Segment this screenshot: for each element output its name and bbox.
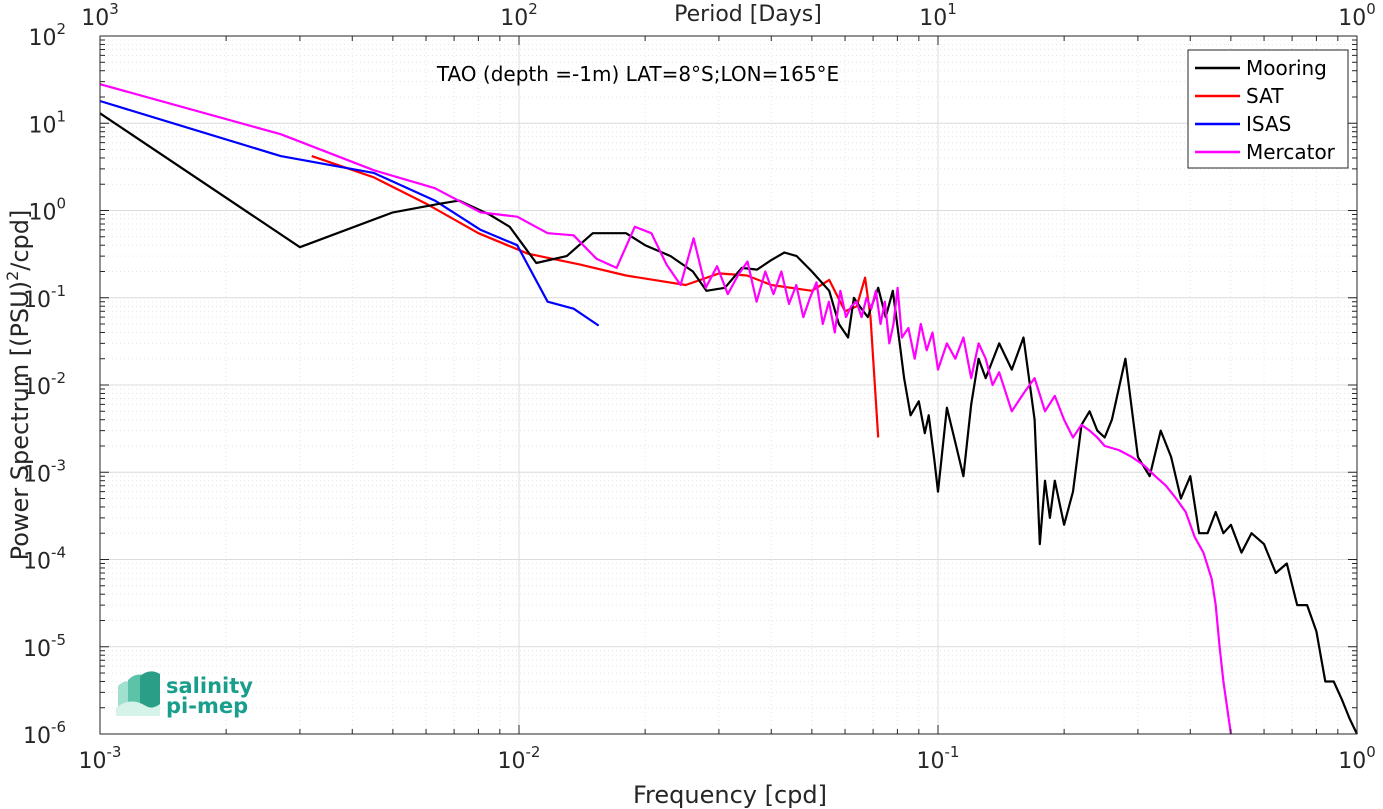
y-tick-label-base: 10 <box>23 375 51 400</box>
y-tick-label-exp: -6 <box>51 718 66 736</box>
x-tick-label-base: 10 <box>917 749 945 774</box>
y-tick-label-base: 10 <box>28 201 56 226</box>
x2-tick-label-base: 10 <box>81 6 109 31</box>
series-line-mercator <box>99 83 1232 735</box>
y-tick-label-exp: 1 <box>56 107 66 125</box>
minor-grid <box>100 36 1357 734</box>
x-tick-label: 10-1 <box>917 743 960 774</box>
x2-tick-label: 100 <box>1338 0 1376 31</box>
y-tick-label-base: 10 <box>23 550 51 575</box>
y-tick-label: 102 <box>28 20 66 51</box>
y-tick-label-base: 10 <box>23 288 51 313</box>
legend-label-sat: SAT <box>1246 84 1284 108</box>
y-tick-label-exp: 0 <box>56 195 66 213</box>
y-axis-label-tail: /cpd] <box>6 210 34 271</box>
y-tick-label-exp: 2 <box>56 20 66 38</box>
y-axis-label: Power Spectrum [(PSU)2/cpd] <box>3 210 34 561</box>
series-line-isas <box>99 99 600 327</box>
legend-box <box>1187 49 1349 169</box>
x-tick-label-exp: -3 <box>107 743 122 761</box>
y-tick-label: 101 <box>28 107 66 138</box>
wave-logo-icon <box>116 671 160 716</box>
y-tick-label: 10-4 <box>23 544 66 575</box>
x2-tick-label-exp: 1 <box>947 0 957 18</box>
x-tick-label-exp: -2 <box>526 743 541 761</box>
x-tick-label-base: 10 <box>1338 749 1366 774</box>
y-tick-label-base: 10 <box>23 724 51 749</box>
y-tick-label: 10-5 <box>23 631 66 662</box>
y-tick-label-exp: -5 <box>51 631 66 649</box>
y-tick-label-exp: -1 <box>51 282 66 300</box>
chart-title: TAO (depth =-1m) LAT=8°S;LON=165°E <box>436 62 839 86</box>
y-tick-label: 100 <box>28 195 66 226</box>
x2-tick-label-base: 10 <box>919 6 947 31</box>
x2-tick-label: 102 <box>500 0 538 31</box>
y-tick-label-exp: -4 <box>51 544 66 562</box>
x-tick-label: 10-2 <box>498 743 541 774</box>
x-tick-label-base: 10 <box>498 749 526 774</box>
y-tick-label-base: 10 <box>23 637 51 662</box>
y-tick-label: 10-3 <box>23 456 66 487</box>
y-tick-label-exp: -3 <box>51 456 66 474</box>
tick-marks <box>99 35 1358 735</box>
x2-tick-label-base: 10 <box>500 6 528 31</box>
legend-label-isas: ISAS <box>1246 112 1291 136</box>
y-tick-label-base: 10 <box>23 462 51 487</box>
x-tick-label: 100 <box>1338 743 1376 774</box>
y-tick-label-exp: -2 <box>51 369 66 387</box>
series-line-sat <box>311 155 880 438</box>
x-tick-label-exp: -1 <box>945 743 960 761</box>
y-axis-label-main: Power Spectrum [(PSU) <box>6 281 34 560</box>
x2-tick-label-exp: 0 <box>1366 0 1376 18</box>
x-tick-label: 10-3 <box>79 743 122 774</box>
y-tick-label: 10-2 <box>23 369 66 400</box>
x2-tick-label-base: 10 <box>1338 6 1366 31</box>
y-tick-label: 10-1 <box>23 282 66 313</box>
y-tick-label-base: 10 <box>28 26 56 51</box>
x-tick-label-base: 10 <box>79 749 107 774</box>
logo-text-line2: pi-mep <box>166 694 248 718</box>
salinity-pi-mep-logo: salinity pi-mep <box>116 671 253 718</box>
x2-tick-label-exp: 3 <box>109 0 119 18</box>
x2-axis-label: Period [Days] <box>674 2 822 27</box>
x2-tick-label-exp: 2 <box>528 0 538 18</box>
legend-label-mercator: Mercator <box>1246 140 1336 164</box>
y-tick-label-base: 10 <box>28 113 56 138</box>
series-line-mooring <box>99 112 1358 735</box>
x-tick-label-exp: 0 <box>1366 743 1376 761</box>
logo-text-line1: salinity <box>166 674 253 698</box>
legend: Mooring SAT ISAS Mercator <box>1187 49 1349 169</box>
series-layer <box>99 83 1358 735</box>
legend-label-mooring: Mooring <box>1246 56 1327 80</box>
x-axis-label: Frequency [cpd] <box>633 781 827 809</box>
x2-tick-label: 101 <box>919 0 957 31</box>
y-tick-label: 10-6 <box>23 718 66 749</box>
x2-tick-label: 103 <box>81 0 119 31</box>
y-axis-label-sup: 2 <box>3 271 22 281</box>
